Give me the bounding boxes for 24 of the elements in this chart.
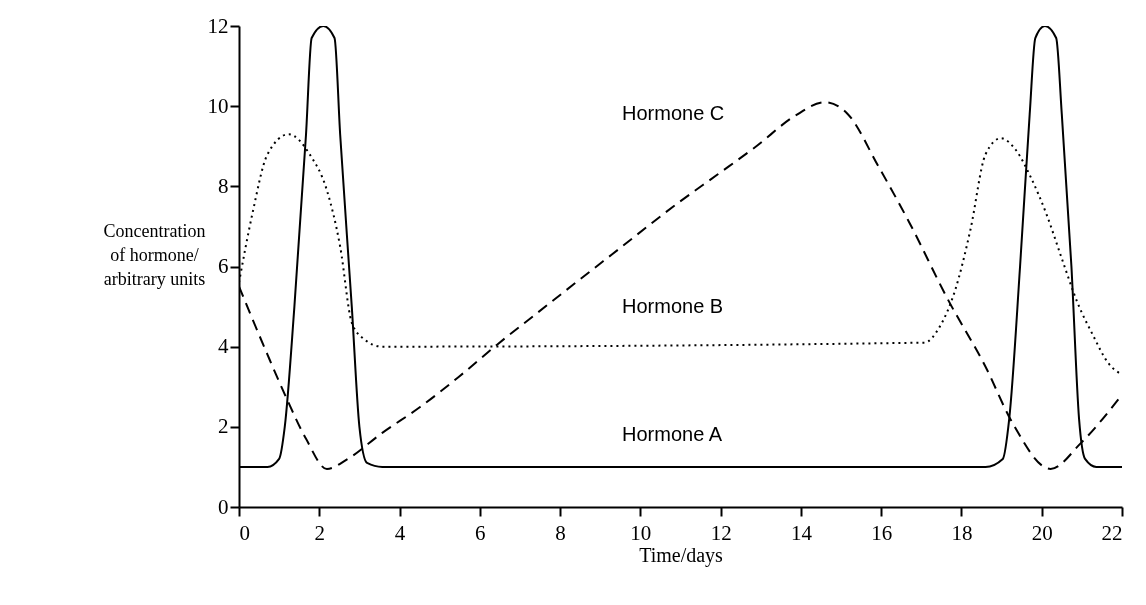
x-tick-label: 10 (630, 520, 652, 545)
series-label: Hormone B (622, 295, 724, 317)
x-axis-title: Time/days (639, 543, 724, 567)
y-tick-label: 2 (218, 414, 229, 439)
y-tick-label: 10 (207, 93, 229, 118)
y-tick-label: 0 (218, 494, 229, 519)
series-label: Hormone A (622, 423, 723, 445)
x-tick-label: 6 (475, 520, 486, 545)
x-tick-label: 22 (1101, 520, 1123, 545)
y-tick-label: 6 (218, 254, 229, 278)
x-tick-label: 20 (1031, 520, 1053, 545)
x-tick-label: 14 (790, 520, 813, 545)
x-tick-label: 18 (951, 520, 973, 545)
y-tick-label: 12 (207, 13, 229, 38)
y-tick-label: 4 (218, 334, 229, 359)
series-label: Hormone C (622, 102, 725, 124)
x-tick-label: 12 (710, 520, 732, 545)
x-tick-label: 4 (394, 520, 406, 545)
y-tick-label: 8 (218, 173, 229, 198)
x-tick-label: 8 (555, 520, 566, 545)
y-axis-title: Concentration of hormone/ arbitrary units (103, 220, 206, 289)
x-tick-label: 16 (871, 520, 893, 545)
x-tick-label: 0 (239, 520, 250, 545)
x-tick-label: 2 (314, 520, 326, 545)
